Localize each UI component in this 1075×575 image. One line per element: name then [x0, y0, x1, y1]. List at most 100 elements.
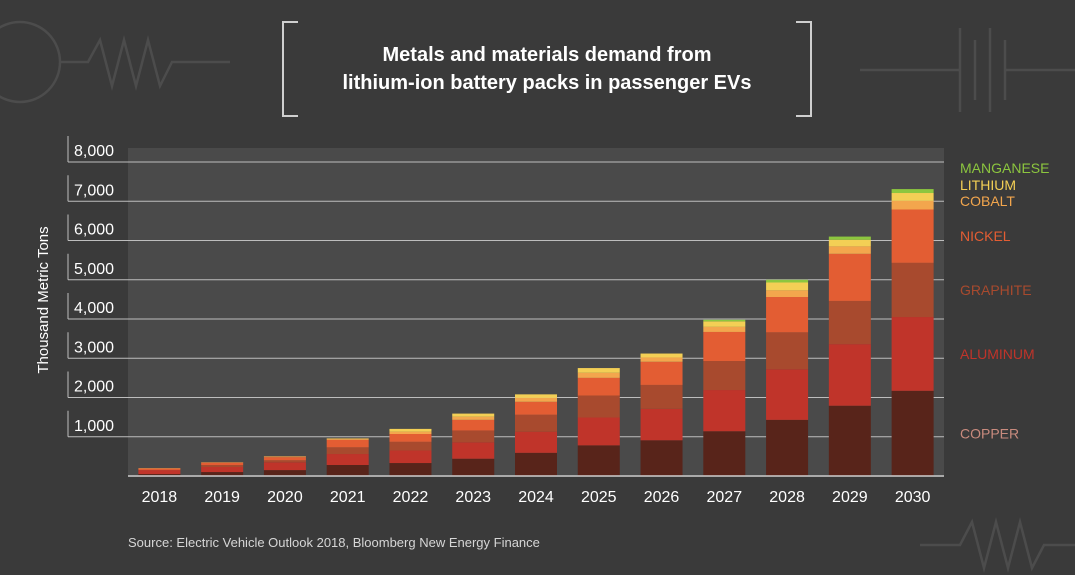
bar-nickel-2021 — [326, 439, 369, 448]
bar-aluminum-2029 — [828, 344, 871, 406]
bar-cobalt-2030 — [891, 200, 934, 210]
bar-nickel-2023 — [452, 419, 495, 431]
bar-graphite-2022 — [389, 441, 432, 451]
bar-nickel-2026 — [640, 361, 683, 385]
x-tick-label: 2030 — [895, 489, 931, 506]
bar-aluminum-2019 — [201, 466, 244, 473]
bar-aluminum-2021 — [326, 454, 369, 466]
bar-graphite-2028 — [766, 332, 809, 370]
y-tick-label: 4,000 — [74, 300, 114, 317]
bar-aluminum-2023 — [452, 442, 495, 459]
bar-lithium-2030 — [891, 193, 934, 201]
x-tick-label: 2029 — [832, 489, 868, 506]
bar-aluminum-2025 — [577, 417, 620, 446]
bar-nickel-2028 — [766, 297, 809, 333]
bar-graphite-2026 — [640, 384, 683, 409]
title-line-2: lithium-ion battery packs in passenger E… — [342, 72, 752, 94]
legend-cobalt: COBALT — [960, 193, 1015, 209]
bar-graphite-2023 — [452, 430, 495, 443]
bar-aluminum-2027 — [703, 390, 746, 432]
bar-cobalt-2024 — [515, 397, 557, 402]
bar-cobalt-2025 — [577, 372, 620, 378]
bar-aluminum-2024 — [515, 431, 557, 453]
bar-copper-2025 — [577, 445, 620, 476]
bar-cobalt-2023 — [452, 416, 495, 420]
bar-nickel-2022 — [389, 434, 432, 442]
bar-copper-2026 — [640, 440, 683, 476]
y-tick-label: 3,000 — [74, 339, 114, 356]
x-axis-tick-labels: 2018 2019 2020 2021 2022 2023 2024 2025 2026 2027… — [142, 489, 931, 506]
bar-lithium-2023 — [452, 413, 495, 417]
bar-nickel-2029 — [828, 253, 871, 301]
x-tick-label: 2019 — [204, 489, 240, 506]
chart-title: Metals and materials demand from lithium… — [283, 22, 811, 116]
y-tick-label: 1,000 — [74, 418, 114, 435]
legend: COPPER ALUMINUM GRAPHITE NICKEL COBALTLITHIU… — [960, 160, 1049, 441]
legend-lithium: LITHIUM — [960, 177, 1016, 193]
bar-nickel-2020 — [263, 457, 306, 461]
x-tick-label: 2021 — [330, 489, 366, 506]
bar-aluminum-2026 — [640, 408, 683, 441]
bar-aluminum-2030 — [891, 317, 934, 391]
bar-nickel-2025 — [577, 377, 620, 396]
legend-copper: COPPER — [960, 425, 1019, 441]
bar-cobalt-2020 — [263, 456, 306, 458]
bar-aluminum-2018 — [138, 470, 181, 475]
bar-copper-2024 — [515, 452, 557, 476]
bar-nickel-2024 — [515, 401, 557, 415]
bar-manganese-2029 — [828, 236, 871, 240]
title-line-1: Metals and materials demand from — [382, 44, 712, 66]
bar-cobalt-2022 — [389, 431, 432, 435]
x-tick-label: 2026 — [644, 489, 680, 506]
bar-copper-2018 — [138, 474, 181, 476]
bar-copper-2020 — [263, 470, 306, 476]
bar-graphite-2024 — [515, 414, 557, 432]
bar-graphite-2020 — [263, 460, 306, 463]
y-tick-label: 7,000 — [74, 182, 114, 199]
circuit-decoration — [0, 20, 1075, 573]
bar-copper-2022 — [389, 463, 432, 476]
bar-lithium-2025 — [577, 368, 620, 373]
x-tick-label: 2020 — [267, 489, 303, 506]
legend-manganese: MANGANESE — [960, 160, 1049, 176]
source-note: Source: Electric Vehicle Outlook 2018, B… — [128, 535, 540, 550]
y-tick-label: 8,000 — [74, 143, 114, 160]
bar-cobalt-2027 — [703, 326, 746, 332]
bar-copper-2023 — [452, 458, 495, 476]
title-brackets — [282, 21, 812, 117]
x-tick-label: 2023 — [455, 489, 491, 506]
bar-copper-2019 — [201, 472, 244, 476]
bar-lithium-2029 — [828, 239, 871, 247]
x-tick-label: 2028 — [769, 489, 805, 506]
legend-nickel: NICKEL — [960, 228, 1011, 244]
bar-lithium-2024 — [515, 394, 557, 398]
bar-graphite-2030 — [891, 262, 934, 318]
bar-nickel-2018 — [138, 468, 181, 471]
bar-cobalt-2028 — [766, 290, 809, 298]
bar-graphite-2025 — [577, 395, 620, 418]
bar-graphite-2027 — [703, 360, 746, 391]
bar-aluminum-2022 — [389, 450, 432, 464]
legend-graphite: GRAPHITE — [960, 282, 1032, 298]
bar-copper-2021 — [326, 465, 369, 476]
bars — [138, 189, 934, 476]
bar-copper-2028 — [766, 419, 809, 476]
bar-cobalt-2029 — [828, 246, 871, 254]
y-tick-label: 2,000 — [74, 379, 114, 396]
y-axis-label: Thousand Metric Tons — [35, 226, 52, 373]
bar-nickel-2027 — [703, 331, 746, 361]
x-tick-label: 2018 — [142, 489, 178, 506]
bar-lithium-2027 — [703, 321, 746, 327]
bar-aluminum-2020 — [263, 462, 306, 471]
bar-lithium-2028 — [766, 282, 809, 291]
bar-graphite-2029 — [828, 300, 871, 345]
legend-aluminum: ALUMINUM — [960, 346, 1035, 362]
bar-cobalt-2026 — [640, 357, 683, 362]
bar-aluminum-2028 — [766, 369, 809, 420]
x-tick-label: 2025 — [581, 489, 617, 506]
bar-graphite-2021 — [326, 447, 369, 455]
bar-cobalt-2021 — [326, 438, 369, 440]
bar-copper-2030 — [891, 390, 934, 476]
y-tick-label: 6,000 — [74, 222, 114, 239]
